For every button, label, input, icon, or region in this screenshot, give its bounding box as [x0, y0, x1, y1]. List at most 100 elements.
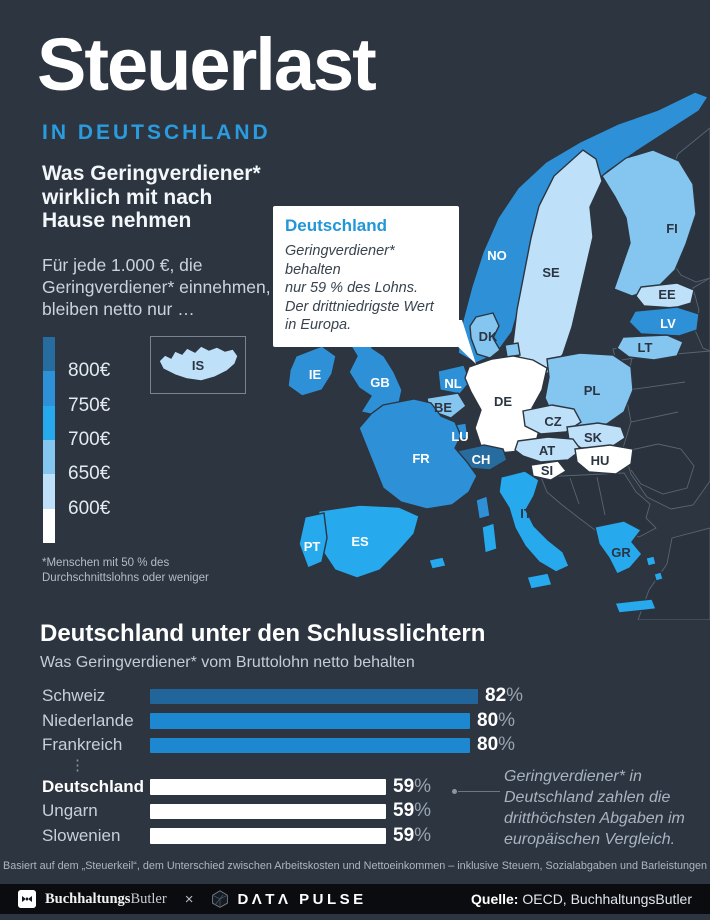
brand-bar: BuchhaltungsButler × DΛTΛ PULSE Quelle: …	[0, 884, 710, 914]
bar-row: Frankreich 80%	[0, 733, 710, 758]
legend-segment	[43, 474, 55, 509]
bar-row-label: Frankreich	[42, 735, 123, 754]
bar-value: 59%	[393, 775, 432, 797]
callout-deutschland: Deutschland Geringverdiener* behalten nu…	[273, 206, 459, 347]
callout-body: Geringverdiener* behalten nur 59 % des L…	[285, 243, 434, 333]
bar	[150, 713, 470, 729]
legend-segment	[43, 405, 55, 440]
neighbor-border-ua	[627, 381, 686, 423]
country-SI	[530, 460, 568, 481]
bar-row: Schweiz 82%	[0, 684, 710, 709]
neighbor-border-ro	[630, 443, 695, 495]
country-label-PT: PT	[304, 539, 321, 554]
country-label-HU: HU	[591, 453, 610, 468]
country-GR-island-2	[653, 571, 664, 582]
bar-value: 80%	[477, 709, 516, 731]
country-LT	[616, 334, 684, 361]
country-label-FR: FR	[412, 451, 430, 466]
country-ES-balearic	[428, 556, 447, 570]
country-GR	[594, 520, 643, 575]
country-GR-island-1	[645, 555, 657, 567]
legend-segment	[43, 508, 55, 543]
legend-segment	[43, 371, 55, 406]
country-label-ES: ES	[351, 534, 369, 549]
country-label-IT: IT	[520, 506, 532, 521]
barchart-title: Deutschland unter den Schlusslichtern	[40, 620, 486, 647]
buchhaltungsbutler-logo-icon	[18, 890, 36, 908]
legend-label: 750€	[68, 394, 111, 416]
country-FI	[601, 149, 697, 297]
bar-row-label: Schweiz	[42, 686, 106, 705]
country-label-LU: LU	[451, 429, 468, 444]
bar	[150, 828, 386, 844]
legend-segment	[43, 439, 55, 475]
bar-row-label: Slowenien	[42, 825, 121, 845]
page-title: Steuerlast	[37, 23, 377, 106]
legend-color-scale	[43, 337, 55, 543]
buchhaltungsbutler-wordmark: BuchhaltungsButler	[45, 890, 167, 907]
barchart-subtitle: Was Geringverdiener* vom Bruttolohn nett…	[40, 654, 415, 671]
tagline: Was Geringverdiener* wirklich mit nach H…	[42, 162, 261, 232]
legend-labels: 800€ 750€ 700€ 650€ 600€	[68, 337, 138, 543]
country-NL	[437, 364, 471, 395]
country-label-CH: CH	[472, 452, 491, 467]
bar-row: Slowenien 59%	[0, 824, 710, 849]
country-label-DE: DE	[494, 394, 512, 409]
country-label-BE: BE	[434, 400, 452, 415]
country-DK-islands	[504, 342, 521, 358]
country-AT	[514, 436, 582, 463]
country-label-AT: AT	[539, 443, 555, 458]
country-label-NO: NO	[487, 248, 507, 263]
country-label-CZ: CZ	[544, 414, 561, 429]
country-DK	[469, 312, 501, 359]
callout-title: Deutschland	[285, 216, 388, 235]
source-credit: Quelle: OECD, BuchhaltungsButler	[471, 891, 692, 907]
bar-value: 59%	[393, 824, 432, 846]
bar-row-label: Ungarn	[42, 801, 98, 820]
rows-ellipsis: ⋮	[70, 756, 85, 774]
bar-row-label: Niederlande	[42, 710, 134, 730]
country-IT-sardinia	[481, 522, 498, 554]
country-label-SK: SK	[584, 430, 603, 445]
collab-x-separator: ×	[184, 890, 194, 908]
country-label-GR: GR	[611, 545, 631, 560]
methodology-note: Basiert auf dem „Steuerkeil“, dem Unters…	[3, 860, 707, 872]
country-IT	[498, 470, 570, 573]
bar-row: Deutschland 59%	[0, 775, 710, 800]
bar-row: Niederlande 80%	[0, 709, 710, 734]
legend-label: 600€	[68, 497, 111, 519]
legend-label: 700€	[68, 429, 111, 450]
country-label-PL: PL	[584, 383, 601, 398]
neighbor-border-balkan	[569, 476, 606, 516]
country-label-IE: IE	[309, 367, 322, 382]
country-PT	[298, 512, 328, 569]
country-label-NL: NL	[444, 376, 461, 391]
country-label-SI: SI	[541, 463, 553, 478]
country-label-LV: LV	[660, 316, 676, 331]
bar-value: 82%	[485, 685, 524, 706]
country-IT-sicily	[526, 572, 553, 590]
country-EE	[635, 282, 695, 309]
bar-value: 80%	[477, 734, 516, 755]
country-IE	[287, 345, 337, 397]
country-label-GB: GB	[370, 375, 390, 390]
country-label-LT: LT	[638, 340, 653, 355]
europe-choropleth-map: NO SE FI EE LV LT DK IE GB NL BE DE PL CZ SK AT HU SI CH LU…	[280, 60, 710, 620]
country-LV	[628, 306, 700, 337]
country-FR	[358, 398, 478, 510]
iceland-label: IS	[192, 358, 205, 373]
country-HU	[574, 444, 634, 475]
bar-rows: Schweiz 82% Niederlande 80% Frankreich 80% ⋮ De…	[0, 684, 710, 848]
annotation-connector-dot	[452, 789, 457, 794]
datapulse-logo-icon	[212, 890, 229, 908]
bar	[150, 737, 470, 753]
iceland-map-icon: IS	[158, 345, 239, 382]
country-label-FI: FI	[666, 221, 678, 236]
neighbor-turkey	[637, 527, 710, 620]
page-subtitle: IN DEUTSCHLAND	[42, 121, 271, 144]
iceland-inset: IS	[150, 336, 246, 394]
annotation-connector-line	[458, 791, 500, 792]
intro-text: Für jede 1.000 €, die Geringverdiener* e…	[42, 255, 271, 319]
datapulse-wordmark: DΛTΛ PULSE	[237, 890, 367, 908]
